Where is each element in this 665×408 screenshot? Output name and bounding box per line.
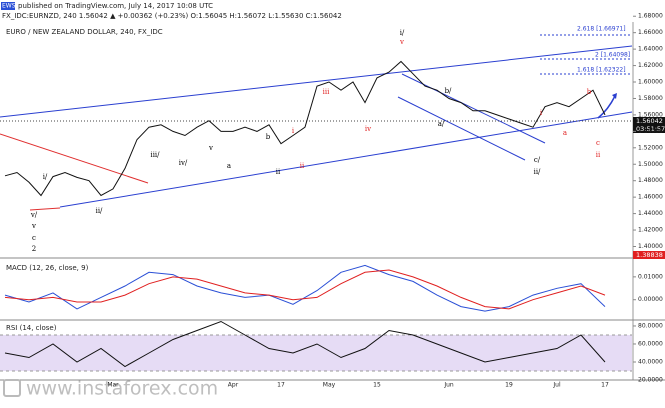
y-tick-label: 1.66000 — [638, 29, 663, 36]
y-tick-label: 1.50000 — [638, 161, 663, 168]
low-label: 1.38838 — [636, 251, 663, 259]
y-tick-label: 1.52000 — [638, 144, 663, 151]
wave-label: ii/ — [96, 207, 103, 215]
channel-lower — [59, 111, 633, 208]
wave-label: v — [31, 222, 36, 230]
trend-red — [0, 133, 149, 184]
wave-label: i/ — [400, 29, 405, 37]
last-price-box — [633, 117, 665, 133]
y-tick-label: 1.40000 — [638, 243, 663, 250]
wave-label: i/ — [43, 173, 48, 181]
wave-label: b — [587, 88, 592, 96]
rsi-title: RSI (14, close) — [6, 324, 57, 332]
wave-label: i — [292, 127, 295, 135]
published: published on TradingView.com, July 14, 2… — [18, 2, 213, 10]
wave-label: a — [563, 129, 567, 137]
y-tick-label: 0.00000 — [638, 296, 663, 303]
watermark: www.instaforex.com — [26, 378, 218, 400]
wave-label: ii — [276, 168, 281, 176]
wave-label: a — [227, 162, 231, 170]
countdown: 03:51:57 — [636, 125, 665, 133]
wave-label: i — [540, 109, 543, 117]
brand: EWS — [2, 3, 16, 10]
channel-down — [401, 73, 546, 144]
x-tick-label: Mar — [107, 382, 119, 389]
wave-label: a/ — [438, 120, 445, 128]
watermark-logo — [3, 379, 21, 397]
wave-label: v/ — [30, 211, 38, 219]
y-tick-label: 0.01000 — [638, 273, 663, 280]
fib-label: 2 [1.64098] — [595, 52, 630, 59]
y-tick-label: 1.48000 — [638, 177, 663, 184]
x-tick-label: 17 — [601, 382, 609, 389]
trend-red — [29, 207, 61, 211]
wave-label: iii — [323, 88, 330, 96]
y-tick-label: 1.44000 — [638, 210, 663, 217]
chart-title: EURO / NEW ZEALAND DOLLAR, 240, FX_IDC — [6, 28, 163, 36]
wave-label: iii/ — [150, 151, 160, 159]
brand-badge — [1, 2, 15, 10]
price-line — [4, 269, 606, 310]
x-tick-label: May — [323, 382, 336, 389]
fib-label: 2.618 [1.66971] — [577, 26, 626, 33]
y-tick-label: 60.0000 — [638, 340, 663, 347]
x-tick-label: 17 — [277, 382, 285, 389]
x-tick-label: Jun — [443, 382, 454, 389]
wave-label: 2 — [32, 245, 36, 253]
x-tick-label: Apr — [228, 382, 239, 389]
channel-down — [397, 96, 526, 161]
arrow-head — [612, 93, 617, 99]
y-tick-label: 20.0000 — [638, 377, 663, 384]
y-tick-label: 1.54000 — [638, 128, 663, 135]
fib-label: 1.618 [1.62322] — [577, 67, 626, 74]
y-tick-label: 80.0000 — [638, 322, 663, 329]
x-tick-label: 19 — [505, 382, 513, 389]
rsi-band — [0, 334, 632, 371]
wave-label: ii — [300, 162, 305, 170]
low-box — [633, 251, 665, 259]
price-line — [4, 320, 606, 368]
wave-label: c — [32, 234, 36, 242]
wave-label: v — [399, 38, 404, 46]
wave-label: c — [596, 139, 600, 147]
y-tick-label: 1.42000 — [638, 227, 663, 234]
y-tick-label: 1.68000 — [638, 13, 663, 20]
wave-label: ii — [596, 151, 601, 159]
y-tick-label: 1.62000 — [638, 62, 663, 69]
wave-label: b — [266, 133, 271, 141]
symbol-line: FX_IDC:EURNZD, 240 1.56042 ▲ +0.00362 (+… — [2, 12, 342, 20]
macd-title: MACD (12, 26, close, 9) — [6, 264, 89, 272]
wave-label: iv — [365, 125, 371, 133]
price-line — [4, 60, 606, 197]
y-tick-label: 1.46000 — [638, 194, 663, 201]
channel-upper — [0, 45, 633, 118]
wave-label: iv/ — [179, 159, 188, 167]
price-line — [4, 264, 606, 312]
last-price: 1.56042 — [636, 117, 663, 125]
y-tick-label: 1.60000 — [638, 79, 663, 86]
y-tick-label: 1.58000 — [638, 95, 663, 102]
wave-label: c/ — [534, 156, 541, 164]
wave-label: v — [208, 144, 213, 152]
x-tick-label: Jul — [552, 382, 561, 389]
projection-arrow — [597, 95, 616, 119]
y-tick-label: 1.64000 — [638, 46, 663, 53]
x-tick-label: 15 — [373, 382, 381, 389]
y-tick-label: 40.0000 — [638, 358, 663, 365]
wave-label: ii/ — [534, 168, 541, 176]
y-tick-label: 1.56000 — [638, 111, 663, 118]
wave-label: b/ — [445, 87, 452, 95]
